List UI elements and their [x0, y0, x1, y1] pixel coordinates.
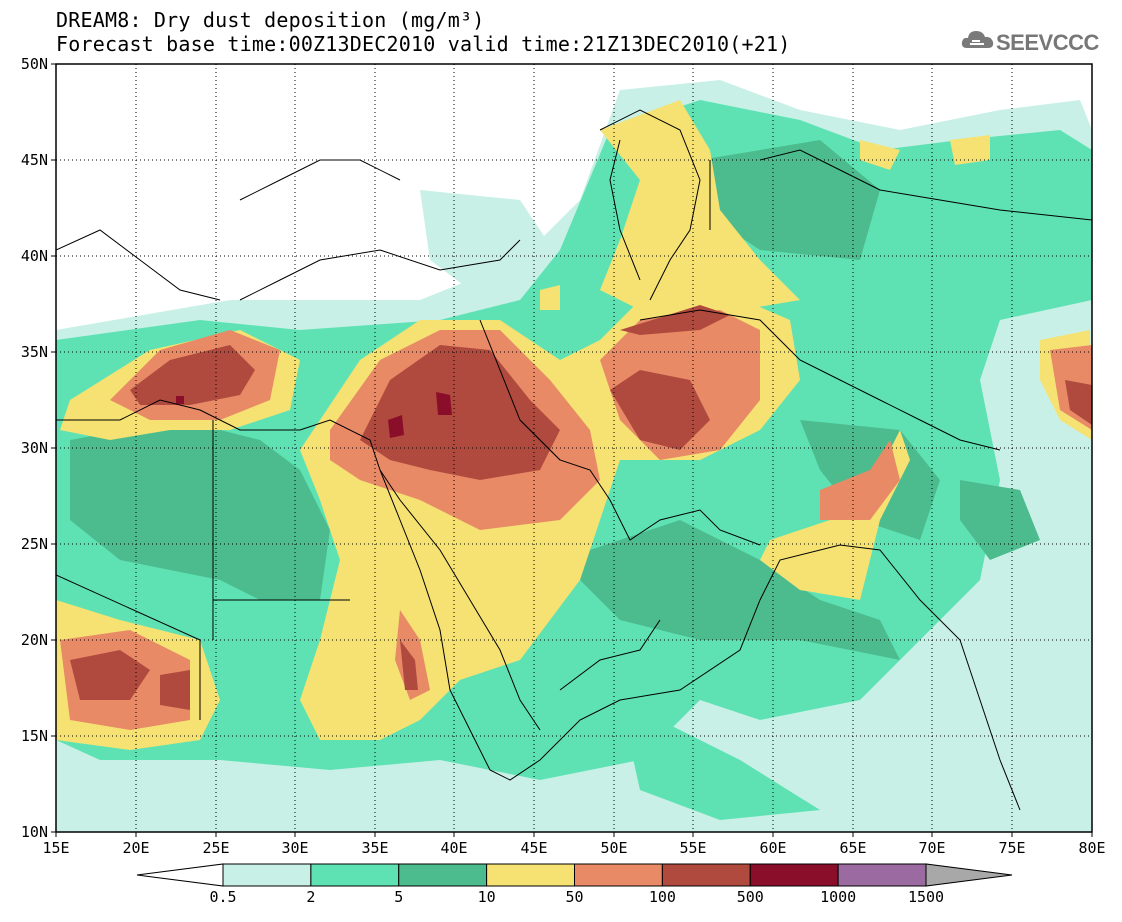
lon-label: 35E: [361, 839, 388, 857]
coastlines: [56, 109, 1092, 811]
country-borders: [56, 160, 711, 720]
lon-label: 45E: [520, 839, 547, 857]
lon-label: 55E: [679, 839, 706, 857]
map-title: DREAM8: Dry dust deposition (mg/m³): [56, 8, 485, 32]
axis-ticks: [51, 63, 1093, 837]
lon-label: 80E: [1078, 839, 1105, 857]
band-100-500: [70, 305, 1092, 710]
colorbar-label: 10: [477, 888, 496, 906]
lon-label: 15E: [42, 839, 69, 857]
colorbar-label: 1000: [820, 888, 857, 906]
colorbar-cell: [398, 863, 488, 887]
lat-label: 35N: [21, 343, 48, 361]
colorbar-cell: [661, 863, 751, 887]
seevccc-logo: SEEVCCC: [960, 26, 1100, 60]
band-500-1000: [176, 392, 452, 438]
colorbar-cell: [222, 863, 312, 887]
lon-label: 75E: [998, 839, 1025, 857]
lat-labels: 50N 45N 40N 35N 30N 25N 20N 15N 10N: [21, 55, 48, 841]
lat-label: 40N: [21, 247, 48, 265]
lon-label: 20E: [122, 839, 149, 857]
colorbar-cell: [574, 863, 663, 887]
lat-label: 15N: [21, 727, 48, 745]
colorbar-cell: [837, 863, 927, 887]
lon-label: 30E: [281, 839, 308, 857]
graticule: [56, 64, 1092, 832]
cloud-icon: [961, 31, 994, 48]
lon-label: 70E: [918, 839, 945, 857]
colorbar-label: 1500: [907, 888, 945, 906]
colorbar-upper-arrow: [925, 863, 1013, 887]
colorbar-cell: [486, 863, 575, 887]
colorbar-label: 500: [736, 888, 764, 906]
lat-label: 10N: [21, 823, 48, 841]
colorbar-label: 0.5: [209, 888, 237, 906]
colorbar-lower-arrow: [136, 863, 224, 887]
lat-label: 45N: [21, 151, 48, 169]
lon-label: 40E: [440, 839, 467, 857]
colorbar-cell: [749, 863, 839, 887]
lon-labels: 15E 20E 25E 30E 35E 40E 45E 50E 55E 60E …: [42, 839, 1105, 857]
colorbar-label: 5: [394, 888, 404, 906]
lon-label: 50E: [600, 839, 627, 857]
lat-label: 50N: [21, 55, 48, 73]
colorbar-label: 2: [306, 888, 316, 906]
colorbar-label: 50: [565, 888, 584, 906]
lon-label: 25E: [202, 839, 229, 857]
lon-label: 60E: [759, 839, 786, 857]
colorbar-cell: [310, 863, 400, 887]
colorbar: [136, 863, 1013, 887]
logo-text: SEEVCCC: [996, 30, 1099, 55]
lat-label: 30N: [21, 439, 48, 457]
lat-label: 20N: [21, 631, 48, 649]
dust-field: [56, 80, 1092, 832]
lat-label: 25N: [21, 535, 48, 553]
colorbar-label: 100: [648, 888, 676, 906]
map-subtitle: Forecast base time:00Z13DEC2010 valid ti…: [56, 32, 791, 56]
lon-label: 65E: [839, 839, 866, 857]
